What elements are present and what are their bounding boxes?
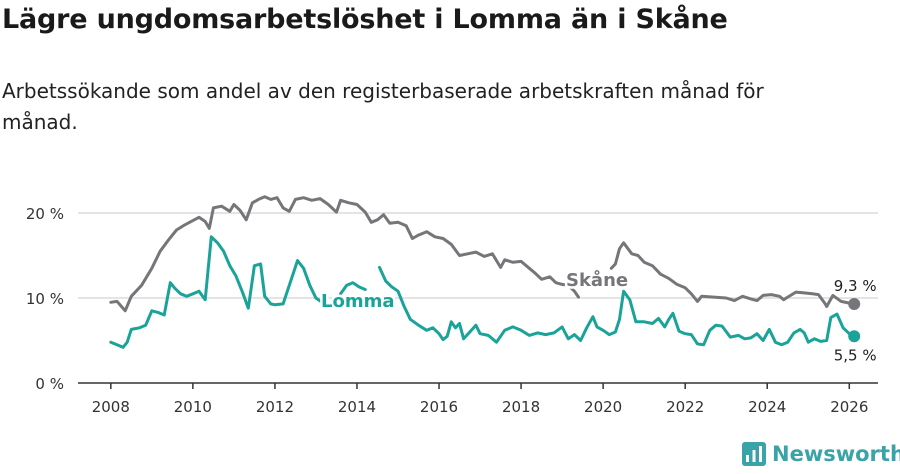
y-tick-label: 0 % — [35, 375, 64, 393]
series-lines — [109, 195, 856, 349]
series-labels: 9,3 % 5,5 % Skåne Lomma — [319, 267, 877, 365]
skane-end-label: 9,3 % — [834, 277, 877, 295]
newsworthy-logo[interactable]: Newsworthy — [742, 442, 900, 466]
x-tick-label: 2026 — [830, 398, 868, 416]
y-tick-label: 10 % — [26, 290, 64, 308]
x-tick-label: 2024 — [748, 398, 786, 416]
series-line-lomma-2013-6 — [339, 281, 367, 296]
x-tick-label: 2018 — [502, 398, 540, 416]
series-line-sk-ne — [109, 195, 580, 313]
lomma-end-label: 5,5 % — [834, 346, 877, 364]
x-tick-label: 2012 — [256, 398, 294, 416]
series-line-lomma — [109, 235, 324, 349]
chart-title: Lägre ungdomsarbetslöshet i Lomma än i S… — [2, 4, 728, 35]
x-tick-label: 2022 — [666, 398, 704, 416]
newsworthy-logo-icon — [742, 442, 766, 466]
lomma-series-label: Lomma — [321, 291, 395, 312]
lomma-end-dot — [848, 330, 861, 343]
x-tick-label: 2020 — [584, 398, 622, 416]
series-line-lomma-2014-5 — [378, 265, 856, 347]
x-tick-label: 2016 — [420, 398, 458, 416]
newsworthy-logo-text: Newsworthy — [772, 442, 900, 466]
skane-end-dot — [848, 297, 861, 310]
x-tick-label: 2010 — [174, 398, 212, 416]
chart-subtitle: Arbetssökande som andel av den registerb… — [2, 79, 764, 134]
grid-lines — [78, 212, 878, 299]
x-tick-label: 2008 — [92, 398, 130, 416]
axes: 0 % 10 % 20 % 2008 2010 2012 2014 2016 2018 2020 2… — [26, 205, 878, 416]
y-tick-label: 20 % — [26, 205, 64, 223]
skane-series-label: Skåne — [566, 269, 628, 291]
series-line-sk-ne-2020 — [609, 241, 856, 308]
x-tick-label: 2014 — [338, 398, 376, 416]
